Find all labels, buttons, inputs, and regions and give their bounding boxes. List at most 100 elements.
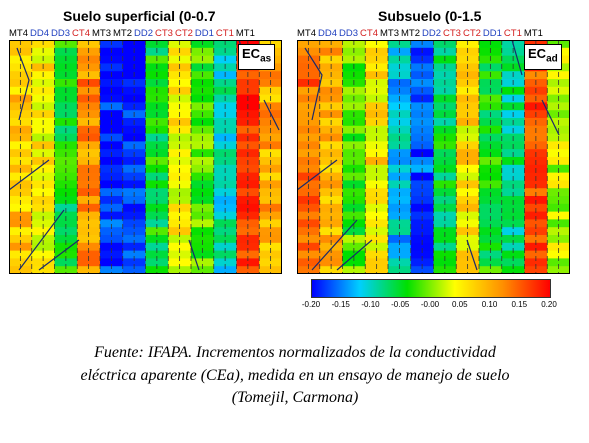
heat-cell [236,219,260,228]
colorbar-tick-label: 0.10 [481,300,498,309]
heat-cell [456,250,480,259]
heat-cell [191,219,215,228]
heat-cell [547,250,570,259]
heat-cell [456,242,480,252]
heat-cell [31,211,56,220]
field-boundary-line [16,47,30,121]
plot-label: CT4 [360,28,378,39]
heat-cell [122,258,147,267]
heat-cell [342,211,366,220]
heat-cell [100,235,124,244]
plot-label: DD4 [318,28,338,39]
heat-cell [319,235,344,244]
plot-label: MT2 [112,28,132,39]
heat-cell [433,219,457,228]
heat-cell [213,242,238,252]
heat-cell [31,250,56,259]
colorbar [311,279,551,298]
heat-cell [145,227,169,236]
heat-cell [524,235,548,244]
heat-cell [410,266,435,274]
heat-cell [236,250,260,259]
heat-cell [122,242,147,252]
colorbar-tick-label: 0.15 [511,300,528,309]
caption-line: Fuente: IFAPA. Incrementos normalizados … [94,344,496,361]
heat-cell [259,219,282,228]
field-boundary-line [9,159,50,191]
colorbar-tick-label: 0.20 [541,300,557,309]
heat-cell [388,227,412,236]
colorbar-tick-label: -0.15 [331,300,350,309]
heat-cell [54,258,78,267]
heat-cell [54,250,78,259]
ec-badge-superficial: ECas [238,44,276,70]
plot-label: CT1 [215,28,234,39]
heat-cell [259,211,282,220]
heat-cell [501,211,526,220]
heat-cell [100,219,124,228]
heat-cell [388,258,412,267]
heat-cell [524,242,548,252]
field-boundary-line [336,239,373,271]
heat-cell [388,219,412,228]
heat-cell [319,242,344,252]
heat-cell [365,242,389,252]
heat-cell [456,258,480,267]
heat-cell [456,227,480,236]
heat-cell [410,242,435,252]
conductivity-map-superficial [9,40,282,274]
heat-cell [213,211,238,220]
map-border [9,40,282,274]
heat-cell [547,235,570,244]
plot-label: MT2 [400,28,420,39]
heat-cell [410,250,435,259]
plot-label: DD1 [482,28,502,39]
heat-cell [319,250,344,259]
heat-cell [100,242,124,252]
heat-cell [54,219,78,228]
heat-cell [433,235,457,244]
heat-cell [547,211,570,220]
heat-cell [433,211,457,220]
heat-cell [168,219,192,228]
heat-cell [213,227,238,236]
heat-cell [31,242,56,252]
heat-cell [319,211,344,220]
heat-cell [100,266,124,274]
heat-cell [145,235,169,244]
plot-label: MT1 [523,28,543,39]
heat-cell [9,258,33,267]
plot-label: CT4 [72,28,90,39]
colorbar-tick-labels: -0.20 -0.15 -0.10 -0.05 -0.00 0.05 0.10 0.15 0.2… [297,300,567,314]
plot-label: CT1 [503,28,522,39]
heat-cell [388,235,412,244]
heat-cell [213,219,238,228]
heat-cell [168,250,192,259]
heat-cell [388,250,412,259]
heat-cell [297,250,321,259]
heat-cell [433,266,457,274]
heat-cell [388,211,412,220]
heat-cell [479,242,503,252]
field-boundary-line [466,239,478,271]
heat-cell [388,242,412,252]
heat-cell [501,250,526,259]
heat-cell [191,211,215,220]
plot-label: MT3 [379,28,399,39]
plot-label: MT1 [235,28,255,39]
heat-cell [191,266,215,274]
heat-cell [77,242,101,252]
heat-cell [31,258,56,267]
plot-label: MT3 [91,28,111,39]
heat-cell [547,266,570,274]
heat-cell [77,250,101,259]
heat-cell [319,227,344,236]
heat-cell [191,235,215,244]
field-boundary-line [263,99,280,131]
colorbar-tick-label: -0.00 [420,300,440,309]
heat-cell [342,235,366,244]
heat-cell [524,211,548,220]
heat-cell [122,219,147,228]
heat-cell [236,258,260,267]
plot-label: CT3 [443,28,461,39]
